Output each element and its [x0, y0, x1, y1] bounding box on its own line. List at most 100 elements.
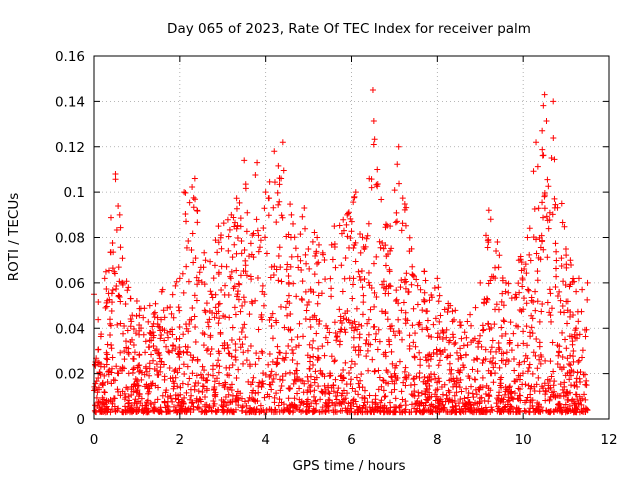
data-point	[418, 400, 425, 407]
data-point	[378, 383, 385, 390]
data-point	[108, 322, 115, 329]
data-point	[150, 342, 157, 349]
data-point	[196, 396, 203, 403]
data-point	[495, 340, 502, 347]
x-tick-label: 2	[176, 432, 185, 448]
data-point-peak	[271, 148, 278, 155]
data-point	[192, 324, 199, 331]
data-point	[108, 341, 115, 348]
data-point	[100, 409, 107, 416]
data-point	[554, 360, 561, 367]
data-point	[399, 220, 406, 227]
data-point	[136, 322, 143, 328]
data-point	[233, 375, 240, 382]
data-point	[395, 316, 402, 323]
data-point	[556, 400, 563, 407]
data-point	[399, 195, 406, 202]
data-point	[403, 373, 410, 380]
data-point-peak	[254, 159, 261, 166]
data-point	[249, 232, 256, 239]
data-point-peak	[241, 157, 248, 164]
data-point	[259, 378, 266, 385]
data-point	[487, 348, 494, 355]
data-point	[474, 356, 481, 363]
data-point	[273, 371, 280, 378]
data-point	[279, 214, 286, 221]
data-point	[145, 318, 152, 325]
data-point	[410, 376, 417, 383]
data-point	[538, 308, 545, 315]
data-point-peak	[279, 139, 286, 146]
data-point	[570, 312, 577, 319]
data-point	[134, 377, 141, 384]
data-point	[382, 353, 389, 360]
data-point	[348, 228, 355, 235]
data-point	[372, 336, 379, 343]
data-point	[570, 275, 577, 282]
data-point	[532, 352, 539, 359]
data-point	[324, 339, 331, 346]
data-point	[160, 361, 167, 368]
data-point	[350, 334, 357, 341]
data-point	[284, 261, 291, 268]
data-point	[172, 346, 179, 353]
data-point	[499, 277, 506, 284]
data-point	[552, 284, 559, 291]
data-point	[240, 349, 247, 356]
data-point	[379, 240, 386, 247]
data-point	[548, 373, 555, 380]
data-point	[363, 353, 370, 360]
data-point	[568, 367, 575, 374]
data-point	[303, 307, 310, 314]
data-point	[226, 350, 233, 357]
data-point	[493, 348, 500, 355]
data-point	[560, 404, 567, 411]
data-point	[422, 402, 429, 409]
data-point	[260, 302, 267, 309]
data-point	[446, 389, 453, 396]
data-point	[530, 234, 537, 241]
data-point	[236, 281, 243, 288]
data-point	[479, 374, 486, 381]
x-tick-label: 6	[347, 432, 356, 448]
data-point	[389, 360, 396, 367]
data-point	[287, 310, 294, 317]
data-point	[287, 201, 294, 208]
data-point	[373, 253, 380, 260]
data-point	[119, 367, 126, 374]
data-point	[205, 323, 212, 330]
data-point	[136, 368, 143, 375]
data-point	[581, 391, 588, 398]
data-point	[402, 398, 409, 405]
data-point	[313, 330, 320, 337]
data-point	[133, 389, 140, 396]
data-point	[501, 391, 508, 398]
data-point	[236, 336, 243, 343]
data-point	[285, 279, 292, 286]
data-point	[231, 283, 238, 290]
data-point	[233, 293, 240, 300]
data-point	[259, 282, 266, 289]
data-points	[91, 87, 591, 416]
data-point	[562, 281, 569, 288]
data-point	[220, 382, 227, 389]
data-point	[170, 378, 177, 385]
data-point	[318, 388, 325, 395]
data-point	[365, 331, 372, 338]
data-point	[217, 234, 224, 241]
data-point-peak	[361, 245, 368, 252]
data-point	[306, 265, 313, 272]
data-point	[276, 244, 283, 251]
data-point	[194, 219, 201, 226]
data-point	[261, 205, 268, 212]
data-point	[151, 365, 158, 372]
data-point	[562, 372, 569, 379]
data-point	[539, 237, 546, 244]
data-point	[266, 350, 273, 357]
data-point	[500, 396, 507, 403]
data-point	[401, 206, 408, 213]
data-point	[138, 395, 145, 402]
data-point	[526, 225, 533, 232]
data-point	[188, 246, 195, 253]
data-point	[282, 370, 289, 377]
